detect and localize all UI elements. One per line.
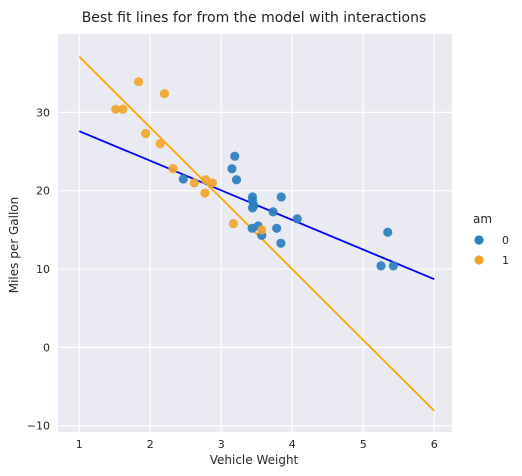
data-point-am-0 bbox=[227, 164, 237, 174]
x-tick-label: 3 bbox=[218, 438, 225, 451]
legend: am 0 1 bbox=[473, 212, 509, 267]
y-tick-label: 10 bbox=[36, 263, 50, 276]
chart-title: Best fit lines for from the model with i… bbox=[82, 10, 427, 26]
data-point-am-0 bbox=[178, 174, 188, 184]
data-point-am-1 bbox=[168, 164, 178, 174]
data-point-am-0 bbox=[272, 223, 282, 233]
x-tick-labels: 1 2 3 4 5 6 bbox=[76, 438, 438, 451]
x-tick-label: 6 bbox=[431, 438, 438, 451]
data-point-am-1 bbox=[111, 104, 121, 114]
data-point-am-0 bbox=[247, 203, 258, 213]
data-point-am-1 bbox=[159, 88, 170, 99]
x-axis-label: Vehicle Weight bbox=[210, 453, 299, 467]
data-point-am-1 bbox=[133, 77, 144, 87]
data-point-am-0 bbox=[376, 261, 386, 271]
data-point-am-1 bbox=[257, 225, 267, 235]
data-point-am-0 bbox=[230, 151, 240, 161]
x-tick-label: 4 bbox=[289, 438, 296, 451]
y-tick-label: −10 bbox=[27, 420, 50, 433]
data-point-am-0 bbox=[383, 227, 393, 237]
data-point-am-1 bbox=[118, 104, 128, 114]
y-tick-label: 0 bbox=[43, 341, 50, 354]
data-point-am-0 bbox=[276, 192, 286, 202]
data-point-am-1 bbox=[201, 175, 211, 185]
grid bbox=[58, 34, 452, 432]
legend-label: 0 bbox=[502, 234, 509, 247]
x-tick-label: 5 bbox=[360, 438, 367, 451]
data-point-am-1 bbox=[141, 128, 151, 139]
legend-title: am bbox=[473, 212, 492, 226]
data-point-am-0 bbox=[388, 261, 398, 271]
legend-marker bbox=[474, 235, 484, 245]
data-point-am-0 bbox=[231, 175, 242, 185]
y-tick-labels: −10 0 10 20 30 bbox=[27, 106, 50, 432]
data-point-am-0 bbox=[292, 214, 302, 224]
data-point-am-0 bbox=[247, 192, 258, 202]
data-point-am-1 bbox=[155, 139, 165, 149]
y-tick-label: 20 bbox=[36, 185, 50, 198]
y-axis-label: Miles per Gallon bbox=[7, 197, 21, 294]
legend-marker bbox=[474, 255, 484, 265]
legend-label: 1 bbox=[502, 254, 509, 267]
data-point-am-0 bbox=[247, 223, 257, 233]
data-point-am-1 bbox=[189, 178, 199, 188]
x-tick-label: 1 bbox=[76, 438, 83, 451]
data-point-am-0 bbox=[268, 207, 278, 217]
data-points bbox=[111, 77, 398, 271]
data-point-am-1 bbox=[200, 188, 210, 198]
data-point-am-0 bbox=[276, 238, 286, 248]
y-tick-label: 30 bbox=[36, 106, 50, 119]
fit-line-am-1 bbox=[78, 56, 435, 412]
x-tick-label: 2 bbox=[147, 438, 154, 451]
data-point-am-1 bbox=[228, 218, 238, 229]
